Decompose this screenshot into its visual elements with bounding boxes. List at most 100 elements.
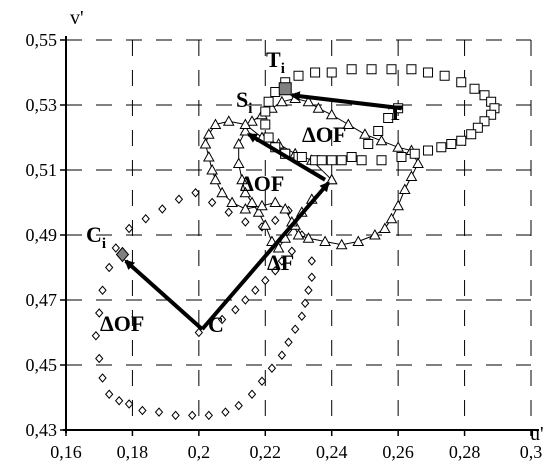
arrow-label-dof: ΔOF: [302, 122, 346, 147]
data-point: [95, 308, 104, 318]
data-point: [396, 152, 407, 162]
data-point: [279, 202, 292, 214]
data-point: [174, 194, 184, 205]
data-point: [469, 83, 480, 94]
data-point: [154, 407, 164, 417]
data-point: [336, 155, 347, 166]
data-point: [423, 145, 434, 156]
data-point: [224, 207, 233, 218]
data-point: [356, 155, 367, 166]
data-point: [375, 134, 388, 146]
data-point: [446, 139, 457, 149]
data-point: [412, 157, 424, 168]
data-point: [398, 183, 411, 194]
data-point: [406, 64, 417, 75]
point-label-c: C: [208, 312, 224, 337]
data-series: [91, 64, 500, 421]
data-point: [346, 64, 357, 75]
axes: [60, 36, 539, 436]
arrow-label-df: ΔF: [267, 250, 294, 275]
data-point: [252, 206, 265, 217]
data-point: [246, 115, 258, 126]
data-point: [247, 389, 257, 400]
data-point: [124, 223, 134, 234]
data-point: [191, 187, 200, 198]
series-diamond: [91, 187, 316, 421]
data-point: [272, 241, 285, 253]
data-point: [209, 173, 222, 185]
data-point: [276, 95, 288, 107]
data-point: [439, 70, 450, 81]
y-tick-labels: 0,43 0,45 0,47 0,49 0,51 0,53 0,55: [26, 30, 58, 440]
data-point: [342, 118, 355, 129]
data-point: [91, 330, 101, 341]
data-point: [232, 157, 245, 168]
data-point: [277, 350, 287, 361]
arrow-label-dof: ΔOF: [100, 311, 144, 336]
x-tick-label: 0,3: [520, 442, 543, 462]
data-point: [359, 128, 371, 139]
data-point: [207, 197, 217, 208]
data-point: [409, 148, 420, 159]
data-point: [246, 196, 258, 207]
y-tick-label: 0,43: [26, 420, 58, 440]
data-point: [267, 363, 277, 374]
shift-arrow: [246, 132, 327, 182]
data-point: [105, 262, 114, 273]
data-point: [95, 353, 104, 364]
data-point: [270, 87, 281, 97]
data-point: [335, 238, 348, 250]
data-point: [271, 215, 280, 226]
data-point: [271, 265, 280, 276]
data-point: [239, 124, 252, 136]
data-point: [297, 311, 306, 322]
shift-arrow: [124, 259, 204, 331]
data-point: [392, 199, 404, 211]
data-point: [98, 285, 107, 296]
y-tick-label: 0,45: [26, 355, 58, 375]
data-point: [316, 155, 327, 166]
point-label-ci: Ci: [86, 222, 106, 252]
data-point: [202, 150, 215, 162]
data-point: [111, 243, 120, 253]
y-axis-label: v': [70, 7, 84, 29]
data-point: [472, 122, 483, 133]
shift-arrow: [200, 181, 330, 331]
x-tick-label: 0,2: [188, 442, 211, 462]
data-point: [260, 106, 271, 117]
x-tick-label: 0,24: [316, 442, 348, 462]
x-tick-label: 0,22: [250, 442, 282, 462]
highlighted-point: [278, 82, 292, 96]
data-point: [256, 199, 268, 211]
data-point: [352, 235, 365, 246]
data-point: [302, 232, 315, 243]
data-point: [231, 304, 240, 315]
data-point: [392, 141, 404, 152]
data-point: [141, 213, 150, 224]
data-point: [269, 196, 282, 207]
data-point: [239, 186, 252, 198]
data-point: [479, 90, 490, 101]
y-tick-label: 0,47: [26, 290, 58, 310]
data-point: [366, 64, 377, 75]
y-tick-label: 0,51: [26, 160, 58, 180]
highlighted-point: [115, 246, 130, 263]
data-point: [405, 170, 418, 181]
data-point: [310, 67, 321, 78]
data-point: [199, 137, 212, 149]
data-point: [326, 67, 337, 78]
data-point: [319, 235, 331, 246]
data-point: [436, 142, 447, 153]
data-point: [296, 152, 307, 162]
data-point: [236, 173, 248, 185]
data-point: [456, 77, 467, 88]
highlighted-points: [115, 82, 292, 263]
data-point: [304, 285, 313, 296]
series-square: [260, 64, 500, 166]
x-tick-label: 0,16: [50, 442, 82, 462]
data-point: [98, 373, 107, 383]
data-point: [376, 155, 387, 166]
data-point: [188, 410, 197, 421]
data-point: [302, 95, 315, 107]
